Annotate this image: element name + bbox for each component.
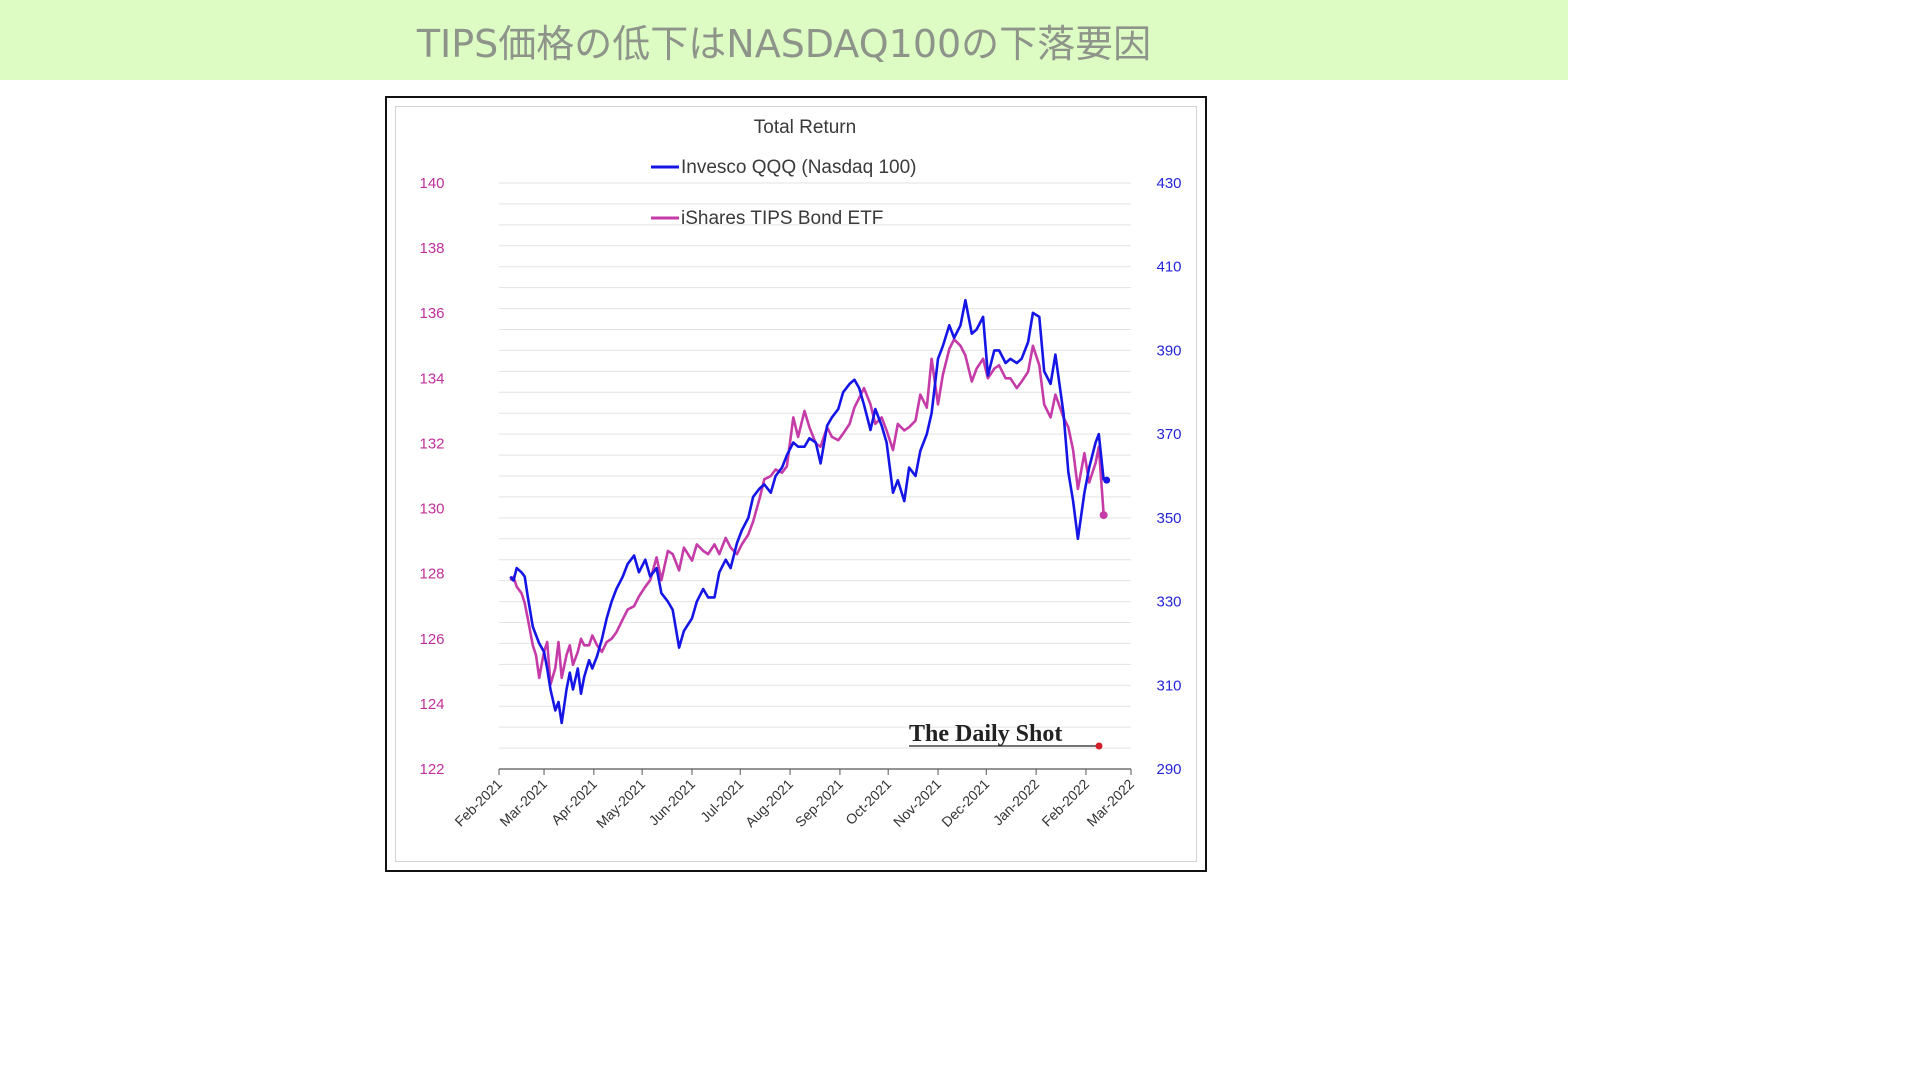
- qqq-last-point: [1103, 476, 1111, 484]
- chart-panel: [395, 106, 1197, 862]
- title-banner: TIPS価格の低下はNASDAQ100の下落要因: [0, 0, 1568, 80]
- y-left-tick-label: 128: [419, 566, 444, 583]
- watermark-dot: [1095, 742, 1103, 750]
- tips-series-line: [509, 338, 1105, 686]
- x-tick-label: Sep-2021: [792, 776, 846, 830]
- y-right-tick-label: 390: [1156, 342, 1181, 359]
- x-tick-label: Jan-2022: [990, 776, 1043, 829]
- x-tick-label: May-2021: [593, 776, 648, 831]
- y-right-tick-label: 350: [1156, 510, 1181, 527]
- y-left-tick-label: 122: [419, 761, 444, 778]
- grid-layer: [499, 182, 1131, 749]
- x-tick-label: Dec-2021: [938, 776, 992, 830]
- axis-layer: Feb-2021Mar-2021Apr-2021May-2021Jun-2021…: [419, 175, 1181, 831]
- x-tick-label: Nov-2021: [890, 776, 944, 830]
- chart-title: Total Return: [754, 117, 856, 138]
- y-right-tick-label: 290: [1156, 761, 1181, 778]
- y-left-tick-label: 130: [419, 501, 444, 518]
- y-left-tick-label: 138: [419, 240, 444, 257]
- legend-label-tips: iShares TIPS Bond ETF: [681, 208, 883, 229]
- series-layer: [509, 298, 1111, 725]
- y-left-tick-label: 134: [419, 370, 444, 387]
- total-return-chart: Feb-2021Mar-2021Apr-2021May-2021Jun-2021…: [419, 117, 1181, 831]
- tips-last-point: [1099, 511, 1108, 520]
- y-right-tick-label: 370: [1156, 426, 1181, 443]
- x-tick-label: Oct-2021: [842, 776, 894, 828]
- x-tick-label: Jun-2021: [645, 776, 698, 829]
- page-title: TIPS価格の低下はNASDAQ100の下落要因: [416, 21, 1152, 66]
- qqq-series-line: [509, 298, 1105, 725]
- label-layer: Total Return Invesco QQQ (Nasdaq 100) iSha…: [651, 117, 1103, 750]
- x-tick-label: Feb-2022: [1038, 776, 1092, 830]
- y-right-tick-label: 410: [1156, 259, 1181, 276]
- y-left-tick-label: 126: [419, 631, 444, 648]
- watermark: The Daily Shot: [909, 721, 1062, 747]
- x-tick-label: Aug-2021: [742, 776, 796, 830]
- y-left-tick-label: 124: [419, 696, 444, 713]
- chart-frame: Feb-2021 Mar-2021 Apr-2021 May-2021 Jun-2021…: [385, 96, 1207, 872]
- y-right-tick-label: 330: [1156, 594, 1181, 611]
- x-tick-label: Jul-2021: [697, 776, 746, 825]
- x-tick-label: Mar-2021: [496, 776, 550, 830]
- y-right-tick-label: 430: [1156, 175, 1181, 192]
- legend-label-qqq: Invesco QQQ (Nasdaq 100): [681, 157, 917, 178]
- y-left-tick-label: 136: [419, 305, 444, 322]
- x-tick-label: Feb-2021: [451, 776, 505, 830]
- x-tick-label: Mar-2022: [1083, 776, 1137, 830]
- y-right-tick-label: 310: [1156, 677, 1181, 694]
- y-left-tick-label: 132: [419, 435, 444, 452]
- y-left-tick-label: 140: [419, 175, 444, 192]
